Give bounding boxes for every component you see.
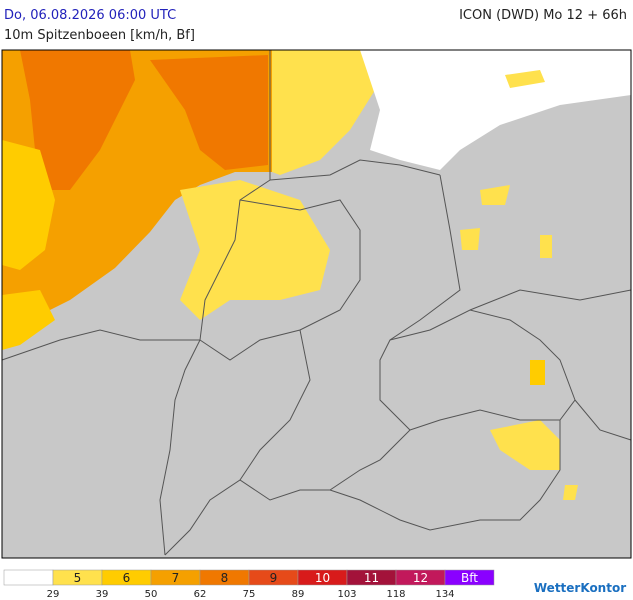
land-wind — [460, 228, 480, 250]
sea-wind-strong — [150, 55, 268, 170]
baltic-mask — [360, 50, 631, 170]
subtitle: 10m Spitzenboeen [km/h, Bf] — [4, 28, 195, 43]
legend-label: 9 — [270, 571, 278, 585]
coast-wind — [272, 50, 380, 175]
land-wind — [480, 185, 510, 205]
legend-label: 12 — [413, 571, 428, 585]
coast-wind — [2, 290, 55, 350]
legend-threshold: 29 — [47, 589, 60, 600]
map-frame — [1, 49, 632, 559]
model-label: ICON (DWD) Mo 12 + 66h — [459, 8, 627, 23]
legend-threshold: 89 — [292, 589, 305, 600]
legend-swatch — [444, 569, 495, 586]
coast-wind — [2, 140, 55, 270]
legend-threshold: 62 — [194, 589, 207, 600]
legend-label: 10 — [315, 571, 330, 585]
legend-label: 6 — [123, 571, 131, 585]
legend-threshold: 103 — [337, 589, 356, 600]
legend-threshold: 39 — [96, 589, 109, 600]
land-wind — [505, 70, 545, 88]
legend-label: 5 — [74, 571, 82, 585]
legend-label: 11 — [364, 571, 379, 585]
date-title: Do, 06.08.2026 06:00 UTC — [4, 8, 176, 23]
land-wind — [530, 360, 545, 385]
legend-threshold: 50 — [145, 589, 158, 600]
legend-label: 8 — [221, 571, 229, 585]
logo: WetterKontor — [534, 581, 626, 595]
legend-threshold: 75 — [243, 589, 256, 600]
land-wind — [540, 235, 552, 258]
legend-label: Bft — [461, 571, 478, 585]
land-wind — [563, 485, 578, 500]
legend-threshold: 134 — [435, 589, 454, 600]
legend-swatch — [3, 569, 54, 586]
land-wind — [180, 180, 330, 320]
legend-label: 7 — [172, 571, 180, 585]
borders — [1, 50, 632, 556]
map — [1, 49, 632, 559]
legend-threshold: 118 — [386, 589, 405, 600]
land-wind — [490, 420, 560, 470]
sea-wind-strong — [20, 50, 135, 190]
